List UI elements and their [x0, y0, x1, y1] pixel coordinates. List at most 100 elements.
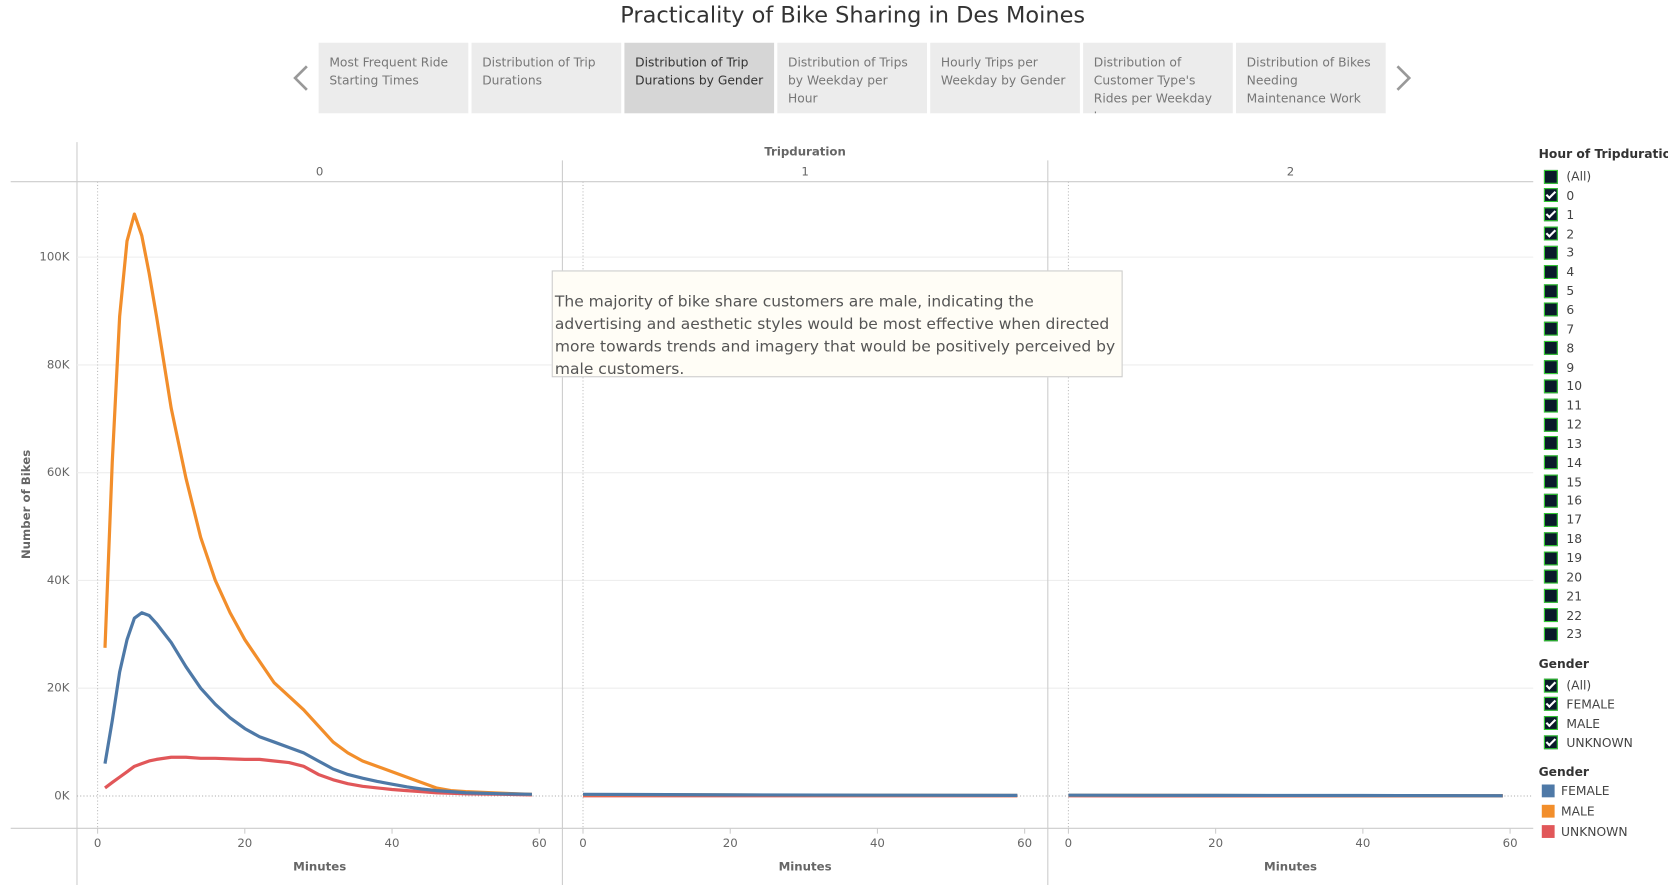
legend-swatch — [1541, 804, 1555, 818]
checkbox[interactable] — [1543, 226, 1558, 241]
checkbox[interactable] — [1543, 627, 1558, 642]
tab[interactable]: Most Frequent Ride Starting Times — [318, 42, 469, 114]
checkbox[interactable] — [1543, 455, 1558, 470]
x-tick-label: 20 — [1208, 836, 1223, 850]
checkbox[interactable] — [1543, 436, 1558, 451]
y-tick-label: 80K — [47, 357, 70, 371]
filter-item[interactable]: 13 — [1543, 435, 1582, 452]
filter-item[interactable]: 8 — [1543, 339, 1574, 356]
filter-label: 21 — [1566, 588, 1583, 604]
y-tick-label: 20K — [47, 681, 70, 695]
x-tick-label: 40 — [385, 836, 400, 850]
checkbox[interactable] — [1543, 417, 1558, 432]
filter-item[interactable]: 10 — [1543, 378, 1583, 395]
checkbox[interactable] — [1543, 169, 1558, 184]
filter-item[interactable]: 16 — [1543, 492, 1582, 509]
checkbox[interactable] — [1543, 716, 1558, 731]
checkbox[interactable] — [1543, 283, 1558, 298]
filter-label: 20 — [1566, 569, 1583, 585]
x-tick-label: 20 — [237, 836, 252, 850]
checkbox[interactable] — [1543, 493, 1558, 508]
checkbox[interactable] — [1543, 570, 1558, 584]
filter-item[interactable]: 19 — [1543, 549, 1583, 566]
filter-item[interactable]: 12 — [1543, 416, 1582, 433]
checkbox[interactable] — [1543, 608, 1558, 623]
filter-item[interactable]: 1 — [1543, 206, 1574, 223]
checkbox[interactable] — [1543, 398, 1558, 413]
filter-item[interactable]: FEMALE — [1543, 696, 1615, 713]
checkbox[interactable] — [1543, 697, 1558, 712]
x-tick-label: 60 — [1503, 836, 1518, 850]
filter-label: 10 — [1566, 378, 1583, 394]
filter-label: 17 — [1566, 512, 1583, 528]
tab[interactable]: Distribution of Trips by Weekday per Hou… — [777, 42, 927, 114]
filter-label: 15 — [1566, 474, 1583, 490]
filter-item[interactable]: 21 — [1543, 588, 1583, 605]
filter-item[interactable]: 22 — [1543, 607, 1583, 624]
filter-item[interactable]: 9 — [1543, 359, 1574, 376]
filter-label: UNKNOWN — [1566, 734, 1633, 750]
filter-item[interactable]: 23 — [1543, 626, 1583, 643]
filter-item[interactable]: 11 — [1543, 397, 1582, 414]
filter-item[interactable]: 4 — [1543, 263, 1574, 280]
panel-title: 2 — [1287, 165, 1294, 179]
checkbox[interactable] — [1543, 341, 1558, 355]
next-arrow[interactable] — [1396, 65, 1412, 91]
filter-label: 19 — [1566, 550, 1583, 566]
filter-item[interactable]: 14 — [1543, 454, 1582, 471]
dashboard-title: Practicality of Bike Sharing in Des Moin… — [620, 2, 1086, 28]
checkbox[interactable] — [1543, 322, 1558, 336]
panel-title: 0 — [316, 165, 323, 179]
filter-item[interactable]: 5 — [1543, 282, 1574, 299]
tab[interactable]: Distribution of Bikes Needing Maintenanc… — [1235, 42, 1386, 114]
filter-item[interactable]: (All) — [1543, 168, 1592, 185]
filter-item[interactable]: MALE — [1543, 715, 1601, 732]
checkbox[interactable] — [1543, 207, 1558, 222]
filter-item[interactable]: 18 — [1543, 530, 1583, 547]
line-series — [103, 611, 532, 796]
tab[interactable]: Distribution of Trip Durations by Gender — [624, 42, 775, 114]
checkbox[interactable] — [1543, 589, 1558, 604]
filter-item[interactable]: 3 — [1543, 244, 1574, 261]
checkbox[interactable] — [1543, 379, 1558, 394]
checkbox[interactable] — [1543, 512, 1558, 527]
tab[interactable]: Distribution of Customer Type's Rides pe… — [1083, 42, 1233, 114]
checkbox[interactable] — [1543, 550, 1558, 565]
filter-item[interactable]: 2 — [1543, 225, 1574, 242]
filter-label: 7 — [1566, 321, 1575, 337]
checkbox[interactable] — [1543, 302, 1558, 317]
checkbox[interactable] — [1543, 264, 1558, 279]
filter-label: 18 — [1566, 531, 1583, 547]
filter-label: 22 — [1566, 607, 1583, 623]
legend-swatch — [1541, 825, 1555, 838]
checkbox[interactable] — [1543, 735, 1558, 750]
y-tick-label: 100K — [39, 250, 69, 264]
checkbox[interactable] — [1543, 245, 1558, 260]
tab[interactable]: Distribution of Trip Durations — [471, 42, 622, 114]
line-series — [103, 212, 532, 796]
filter-label: MALE — [1566, 715, 1601, 731]
filter-item[interactable]: 7 — [1543, 320, 1575, 337]
prev-arrow[interactable] — [293, 65, 308, 91]
y-tick-label: 40K — [47, 573, 70, 587]
filter-item[interactable]: 0 — [1543, 187, 1574, 204]
checkbox[interactable] — [1543, 474, 1558, 489]
checkbox[interactable] — [1543, 531, 1558, 546]
line-series — [1068, 793, 1503, 798]
checkbox[interactable] — [1543, 360, 1558, 375]
filter-item[interactable]: 15 — [1543, 473, 1583, 490]
filter-label: 23 — [1566, 626, 1583, 642]
filter-title: Gender — [1538, 656, 1589, 672]
checkbox[interactable] — [1543, 678, 1558, 693]
checkbox[interactable] — [1543, 188, 1558, 203]
filter-item[interactable]: UNKNOWN — [1543, 734, 1633, 751]
tab[interactable]: Hourly Trips per Weekday by Gender — [930, 42, 1080, 114]
filter-label: (All) — [1566, 168, 1592, 184]
filter-item[interactable]: 20 — [1543, 568, 1583, 585]
x-tick-label: 20 — [723, 836, 738, 850]
line-series — [583, 792, 1018, 798]
filter-item[interactable]: 17 — [1543, 511, 1583, 528]
filter-item[interactable]: 6 — [1543, 301, 1574, 318]
filter-item[interactable]: (All) — [1543, 677, 1591, 694]
x-tick-label: 60 — [1017, 836, 1032, 850]
